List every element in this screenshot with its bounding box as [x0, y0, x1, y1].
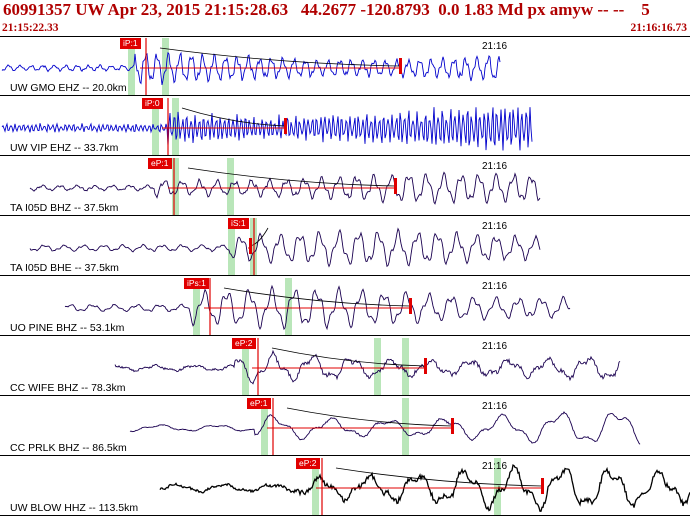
- coda-marker[interactable]: [394, 178, 397, 194]
- waveform-trace: [1, 51, 501, 85]
- time-mark: 21:16: [482, 281, 508, 292]
- waveform-trace: [29, 171, 541, 205]
- phase-window: [402, 398, 409, 455]
- time-mark: 21:16: [482, 161, 508, 172]
- time-mark: 21:16: [482, 341, 508, 352]
- station-label: TA I05D BHZ -- 37.5km: [10, 202, 119, 214]
- phase-pick-flag[interactable]: iP:1: [120, 38, 141, 49]
- end-time: 21:16:16.73: [630, 22, 687, 34]
- coda-envelope: [286, 407, 453, 427]
- waveform-trace: [29, 227, 541, 268]
- phase-window: [494, 458, 501, 515]
- phase-window: [402, 338, 409, 395]
- coda-marker[interactable]: [451, 418, 454, 434]
- phase-window: [312, 458, 319, 515]
- seismogram: [1, 38, 501, 95]
- phase-window: [172, 158, 179, 215]
- coda-envelope: [159, 47, 401, 67]
- phase-window: [228, 218, 235, 275]
- seismogram: [114, 338, 621, 395]
- phase-window: [152, 98, 159, 155]
- time-mark: 21:16: [482, 221, 508, 232]
- phase-pick-flag[interactable]: eP:2: [232, 338, 256, 349]
- waveform-trace: [114, 349, 621, 385]
- phase-pick-flag[interactable]: eP:1: [148, 158, 172, 169]
- trace-panel[interactable]: iP:0 UW VIP EHZ -- 33.7km: [0, 98, 690, 156]
- waveform-trace: [129, 411, 641, 445]
- seismogram: [64, 278, 571, 335]
- station-label: UW VIP EHZ -- 33.7km: [10, 142, 119, 154]
- trace-panel[interactable]: iP:1 21:16 UW GMO EHZ -- 20.0km: [0, 38, 690, 96]
- waveform-trace: [1, 107, 533, 151]
- phase-pick-flag[interactable]: iPs:1: [184, 278, 209, 289]
- phase-pick-flag[interactable]: iS:1: [228, 218, 249, 229]
- station-label: CC WIFE BHZ -- 78.3km: [10, 382, 126, 394]
- seismogram: [129, 398, 641, 455]
- trace-panel[interactable]: eP:2 21:16 UW BLOW HHZ -- 113.5km: [0, 458, 690, 516]
- coda-envelope: [187, 167, 396, 187]
- trace-panel[interactable]: eP:1 21:16 TA I05D BHZ -- 37.5km: [0, 158, 690, 216]
- coda-envelope: [335, 467, 543, 487]
- start-time: 21:15:22.33: [2, 22, 59, 34]
- trace-panel[interactable]: iS:1 21:16 TA I05D BHE -- 37.5km: [0, 218, 690, 276]
- coda-marker[interactable]: [409, 298, 412, 314]
- seismogram: [29, 158, 541, 215]
- phase-pick-flag[interactable]: eP:1: [247, 398, 271, 409]
- station-label: TA I05D BHE -- 37.5km: [10, 262, 119, 274]
- time-mark: 21:16: [482, 401, 508, 412]
- coda-marker[interactable]: [424, 358, 427, 374]
- station-label: UO PINE BHZ -- 53.1km: [10, 322, 125, 334]
- waveform-trace: [64, 284, 571, 331]
- trace-panel[interactable]: iPs:1 21:16 UO PINE BHZ -- 53.1km: [0, 278, 690, 336]
- phase-window: [162, 38, 169, 95]
- seismogram: [159, 458, 690, 515]
- station-label: CC PRLK BHZ -- 86.5km: [10, 442, 127, 454]
- phase-pick-flag[interactable]: iP:0: [142, 98, 163, 109]
- event-title: 60991357 UW Apr 23, 2015 21:15:28.63 44.…: [3, 0, 650, 19]
- header-divider: [0, 36, 690, 37]
- time-mark: 21:16: [482, 461, 508, 472]
- station-label: UW BLOW HHZ -- 113.5km: [10, 502, 139, 514]
- phase-pick-flag[interactable]: eP:2: [296, 458, 320, 469]
- seismogram: [29, 218, 541, 275]
- coda-envelope: [223, 287, 411, 307]
- seismogram: [1, 98, 533, 155]
- time-mark: 21:16: [482, 41, 508, 52]
- trace-panel[interactable]: eP:2 21:16 CC WIFE BHZ -- 78.3km: [0, 338, 690, 396]
- trace-panel[interactable]: eP:1 21:16 CC PRLK BHZ -- 86.5km: [0, 398, 690, 456]
- coda-envelope: [181, 107, 286, 127]
- station-label: UW GMO EHZ -- 20.0km: [10, 82, 127, 94]
- phase-window: [261, 398, 268, 455]
- waveform-trace: [159, 464, 690, 512]
- phase-window: [374, 338, 381, 395]
- coda-marker[interactable]: [284, 118, 287, 134]
- coda-envelope: [271, 347, 426, 367]
- event-header: 60991357 UW Apr 23, 2015 21:15:28.63 44.…: [0, 0, 690, 36]
- coda-marker[interactable]: [399, 58, 402, 74]
- coda-marker[interactable]: [541, 478, 544, 494]
- phase-window: [128, 38, 135, 95]
- phase-window: [193, 278, 200, 335]
- coda-marker[interactable]: [249, 238, 252, 254]
- phase-window: [242, 338, 249, 395]
